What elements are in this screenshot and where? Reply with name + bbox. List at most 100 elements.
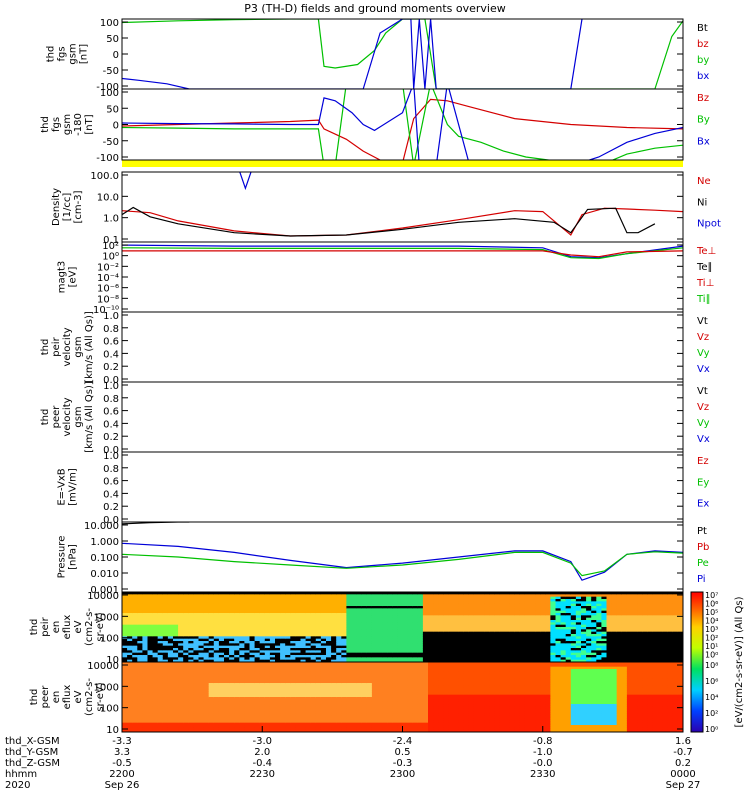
spectrogram-cell	[193, 725, 199, 728]
spectrogram-cell	[315, 697, 322, 700]
spectrogram-cell	[300, 608, 307, 612]
spectrogram-cell	[443, 627, 449, 630]
spectrogram-cell	[555, 659, 562, 663]
series-line-bz	[122, 98, 683, 160]
spectrogram-cell	[366, 648, 373, 651]
spectrogram-cell	[326, 718, 332, 721]
spectrogram-cell	[540, 603, 546, 607]
spectrogram-cell	[494, 657, 500, 661]
spectrogram-cell	[397, 634, 403, 637]
spectrogram-cell	[320, 697, 327, 700]
spectrogram-cell	[178, 638, 184, 642]
spectrogram-cells	[122, 592, 684, 663]
spectrogram-cell	[336, 697, 342, 700]
spectrogram-cell	[514, 641, 521, 644]
spectrogram-cell	[519, 629, 526, 633]
spectrogram-cell	[208, 594, 215, 598]
spectrogram-cell	[152, 704, 159, 707]
spectrogram-cell	[259, 631, 266, 635]
spectrogram-cell	[310, 711, 317, 714]
spectrogram-cell	[269, 622, 276, 626]
spectrogram-cell	[489, 629, 495, 633]
spectrogram-cell	[422, 645, 429, 649]
spectrogram-cell	[157, 685, 164, 689]
spectrogram-cell	[351, 711, 358, 714]
spectrogram-cell	[581, 648, 587, 651]
spectrogram-cell	[336, 692, 342, 696]
spectrogram-cell	[152, 613, 159, 616]
spectrogram-cell	[331, 725, 337, 728]
spectrogram-cell	[183, 594, 189, 598]
spectrogram-cell	[218, 727, 225, 731]
y-axis-title-line: peir	[40, 616, 51, 636]
spectrogram-cell	[295, 610, 301, 614]
spectrogram-cell	[183, 615, 189, 619]
spectrogram-cell	[178, 608, 184, 612]
y-axis-title-line: magt3	[57, 261, 68, 294]
spectrogram-cell	[555, 603, 562, 607]
spectrogram-cell	[331, 622, 337, 626]
spectrogram-cell	[524, 645, 531, 649]
spectrogram-cell	[371, 652, 378, 656]
spectrogram-cell	[361, 599, 368, 602]
spectrogram-cell	[295, 613, 301, 616]
spectrogram-cell	[422, 634, 429, 637]
spectrogram-cell	[173, 645, 179, 649]
spectrogram-cell	[570, 643, 577, 647]
spectrogram-cell	[371, 657, 378, 661]
spectrogram-cell	[132, 664, 138, 668]
panel-frame	[121, 171, 684, 243]
spectrogram-cell	[407, 622, 414, 626]
spectrogram-cell	[162, 638, 169, 642]
spectrogram-cell	[259, 636, 266, 640]
spectrogram-cell	[361, 650, 368, 654]
spectrogram-cell	[473, 592, 480, 595]
spectrogram-cell	[428, 631, 434, 635]
spectrogram-cell	[275, 706, 281, 710]
spectrogram-cell	[290, 634, 296, 637]
spectrogram-cell	[203, 713, 210, 717]
spectrogram-cell	[162, 610, 169, 614]
spectrogram-cell	[305, 706, 312, 710]
spectrogram-cell	[632, 657, 638, 661]
spectrogram-cell	[326, 608, 332, 612]
spectrogram-cell	[601, 603, 607, 607]
spectrogram-cell	[351, 613, 358, 616]
spectrogram-cell	[127, 601, 133, 605]
spectrogram-cell	[269, 680, 276, 684]
spectrogram-cell	[310, 666, 317, 670]
spectrogram-cell	[499, 638, 505, 642]
spectrogram-cell	[351, 664, 358, 668]
spectrogram-cell	[361, 648, 368, 651]
spectrogram-cell	[244, 690, 250, 693]
spectrogram-cell	[234, 634, 240, 637]
spectrogram-cell	[458, 643, 465, 647]
spectrogram-cell	[320, 641, 327, 644]
spectrogram-cell	[535, 617, 541, 621]
spectrogram-cell	[183, 617, 189, 621]
spectrogram-cell	[494, 592, 500, 595]
spectrogram-cell	[346, 652, 352, 656]
spectrogram-cell	[229, 711, 235, 714]
spectrogram-cell	[662, 613, 669, 616]
spectrogram-cell	[570, 601, 577, 605]
spectrogram-cell	[320, 685, 327, 689]
spectrogram-cell	[621, 601, 628, 605]
spectrogram-cell	[147, 650, 154, 654]
spectrogram-cell	[509, 610, 516, 614]
spectrogram-cell	[550, 608, 556, 612]
spectrogram-cell	[530, 624, 536, 628]
spectrogram-cell	[356, 657, 363, 661]
spectrogram-cell	[229, 627, 235, 630]
spectrogram-cell	[320, 662, 327, 665]
spectrogram-cell	[229, 610, 235, 614]
spectrogram-cell	[269, 601, 276, 605]
spectrogram-cell	[616, 638, 623, 642]
spectrogram-cell	[137, 725, 143, 728]
spectrogram-cell	[142, 722, 148, 726]
spectrogram-cell	[667, 613, 674, 616]
spectrogram-cell	[326, 613, 332, 616]
spectrogram-cell	[249, 687, 256, 691]
spectrogram-cell	[530, 641, 536, 644]
